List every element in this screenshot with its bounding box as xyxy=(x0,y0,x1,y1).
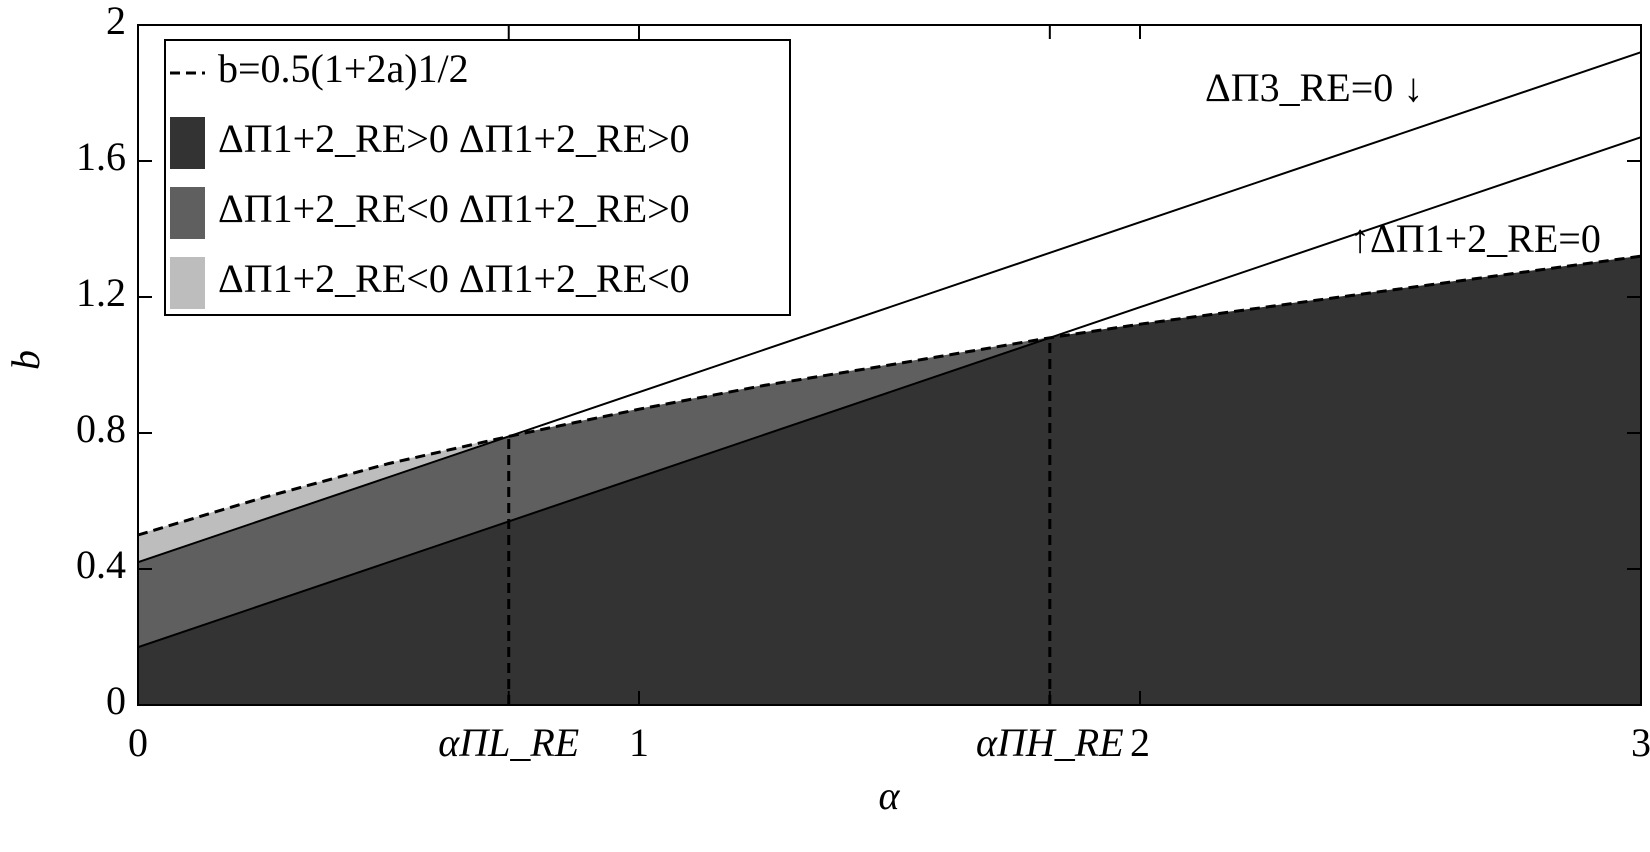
legend-label: ΔΠ1+2_RE<0 ΔΠ1+2_RE<0 xyxy=(218,256,690,301)
x-tick-label: αΠH_RE xyxy=(976,720,1124,765)
y-tick-label: 0 xyxy=(106,678,126,723)
y-tick-label: 0.4 xyxy=(76,542,126,587)
x-axis-label: α xyxy=(879,773,901,818)
x-tick-label: 2 xyxy=(1130,720,1150,765)
legend-label: ΔΠ1+2_RE<0 ΔΠ1+2_RE>0 xyxy=(218,186,690,231)
legend-label: ΔΠ1+2_RE>0 ΔΠ1+2_RE>0 xyxy=(218,116,690,161)
y-tick-label: 1.6 xyxy=(76,134,126,179)
line xyxy=(137,51,1642,564)
annotation: ↑ΔΠ1+2_RE=0 xyxy=(1350,216,1601,261)
x-tick-label: 3 xyxy=(1631,720,1650,765)
x-tick-label: 1 xyxy=(629,720,649,765)
x-tick-label: 0 xyxy=(128,720,148,765)
y-tick-label: 2 xyxy=(106,0,126,43)
legend-swatch xyxy=(170,257,205,309)
y-tick-label: 0.8 xyxy=(76,406,126,451)
y-axis-label: b xyxy=(3,350,48,370)
x-tick-label: αΠL_RE xyxy=(438,720,579,765)
legend-box xyxy=(164,39,791,316)
legend: b=0.5(1+2a)1/2 ΔΠ1+2_RE>0 ΔΠ1+2_RE>0 ΔΠ1+2… xyxy=(164,39,791,316)
legend-swatch xyxy=(170,117,205,169)
annotation: ΔΠ3_RE=0 ↓ xyxy=(1205,65,1423,110)
line xyxy=(137,254,1642,537)
plot-frame xyxy=(137,24,1642,706)
legend-swatch xyxy=(170,187,205,239)
y-tick-label: 1.2 xyxy=(76,270,126,315)
line xyxy=(137,136,1642,649)
legend-label: b=0.5(1+2a)1/2 xyxy=(218,46,469,91)
